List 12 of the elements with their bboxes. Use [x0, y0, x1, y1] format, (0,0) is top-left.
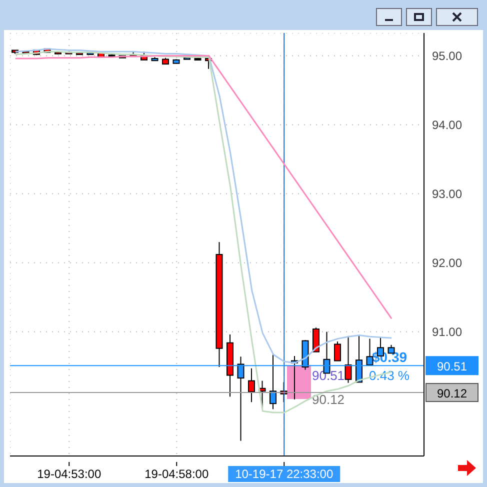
x-tick-label: 19-04:53:00 — [37, 467, 102, 481]
y-tick-label: 93.00 — [432, 187, 462, 202]
x-tick-label: 10-19-17 22:33:00 — [235, 467, 334, 481]
y-tick-label: 95.00 — [432, 49, 462, 64]
ref-line-label: 90.51 — [436, 360, 468, 374]
annotation: 90.12 — [312, 392, 345, 407]
x-tick-label: 19-04:58:00 — [144, 467, 209, 481]
ref-line-label: 90.12 — [436, 386, 468, 401]
y-tick-label: 94.00 — [432, 118, 462, 132]
y-tick-label: 91.00 — [432, 325, 462, 340]
annotation: 90.51 — [312, 368, 345, 383]
y-tick-label: 92.00 — [432, 256, 462, 270]
